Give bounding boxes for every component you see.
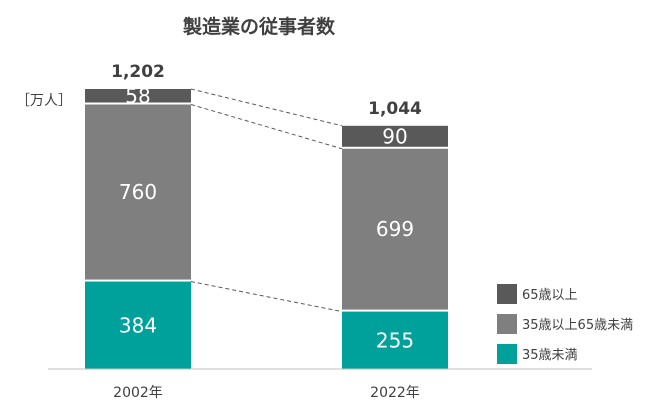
x-tick-labels: 2002年 2022年 — [113, 385, 420, 401]
legend: 65歳以上 35歳以上65歳未満 35歳未満 — [497, 284, 633, 364]
connector-65歳以上 — [190, 88, 343, 127]
x-tick-2002年: 2002年 — [113, 385, 163, 401]
connector-35歳以上65歳未満 — [190, 104, 343, 150]
legend-swatch-35歳以上65歳未満 — [497, 314, 517, 334]
bar-65歳以上-2002年 — [85, 89, 191, 103]
total-label-2002年: 1,202 — [111, 62, 165, 82]
data-label-65歳以上-2022年: 90 — [382, 124, 407, 148]
connector-35歳未満 — [190, 281, 343, 313]
x-tick-2022年: 2022年 — [370, 385, 420, 401]
unit-label: ［万人］ — [16, 93, 72, 109]
bars — [85, 89, 448, 369]
legend-swatch-35歳未満 — [497, 344, 517, 364]
bar-35歳以上65歳未満-2022年 — [342, 148, 448, 310]
legend-label-35歳未満: 35歳未満 — [522, 348, 578, 363]
legend-label-65歳以上: 65歳以上 — [522, 288, 578, 303]
bar-35歳未満-2002年 — [85, 281, 191, 369]
total-label-2022年: 1,044 — [368, 99, 422, 119]
data-label-65歳以上-2002年: 58 — [125, 84, 150, 108]
bar-65歳以上-2022年 — [342, 125, 448, 147]
chart-title: 製造業の従事者数 — [182, 15, 336, 38]
data-label-35歳未満-2022年: 255 — [376, 328, 414, 352]
bar-35歳未満-2022年 — [342, 311, 448, 369]
data-label-35歳未満-2002年: 384 — [119, 313, 157, 337]
connector-lines — [190, 88, 343, 313]
bar-35歳以上65歳未満-2002年 — [85, 104, 191, 280]
data-label-35歳以上65歳未満-2022年: 699 — [376, 217, 414, 241]
data-label-35歳以上65歳未満-2002年: 760 — [119, 180, 157, 204]
legend-label-35歳以上65歳未満: 35歳以上65歳未満 — [522, 318, 633, 333]
legend-swatch-65歳以上 — [497, 284, 517, 304]
data-labels: 384 760 581,202 255 699 90 1,044 — [111, 62, 422, 352]
